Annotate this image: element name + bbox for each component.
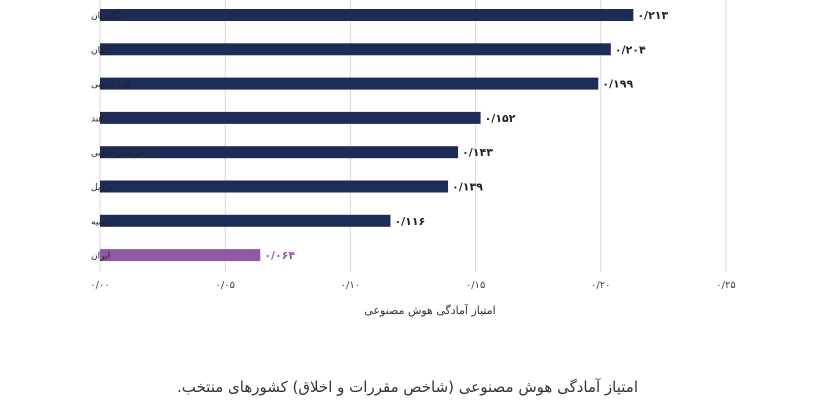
category-label: ایران xyxy=(91,252,110,262)
bar xyxy=(100,249,261,262)
category-label: آلمان xyxy=(91,44,111,56)
grid-lines xyxy=(99,0,727,272)
category-label: انگلستان xyxy=(91,10,124,22)
bar xyxy=(100,9,634,21)
bar xyxy=(100,111,481,124)
figure-caption: امتیاز آمادگی هوش مصنوعی (شاخص مقررات و … xyxy=(176,378,638,396)
value-label: ۰/۲۰۴ xyxy=(615,43,646,56)
x-tick-label: ۰/۱۰ xyxy=(341,280,360,291)
x-tick-label: ۰/۱۵ xyxy=(466,280,485,291)
value-label: ۰/۱۹۹ xyxy=(602,78,633,91)
x-tick-label: ۰/۰۰ xyxy=(90,280,109,291)
bar-chart: ۰/۰۰ ۰/۰۵ ۰/۱۰ ۰/۱۵ ۰/۲۰ ۰/۲۵ انگلستان ۰/۲۱۳ آلم… xyxy=(90,0,736,317)
x-tick-label: ۰/۲۰ xyxy=(591,280,610,291)
value-label: ۰/۱۴۳ xyxy=(462,146,493,159)
bar xyxy=(100,146,459,159)
value-label: ۰/۰۶۴ xyxy=(264,249,295,262)
category-label: برزیل xyxy=(91,183,112,193)
x-axis-title: امتیاز آمادگی هوش مصنوعی xyxy=(364,303,495,317)
bars xyxy=(100,9,634,262)
x-tick-label: ۰/۰۵ xyxy=(215,280,234,291)
labels: ۰/۰۰ ۰/۰۵ ۰/۱۰ ۰/۱۵ ۰/۲۰ ۰/۲۵ انگلستان ۰/۲۱۳ آلم… xyxy=(90,9,735,291)
bar xyxy=(100,214,391,227)
category-label: هند xyxy=(91,114,103,124)
category-label: کره جنوبی xyxy=(91,80,131,90)
bar xyxy=(100,180,449,193)
value-label: ۰/۱۵۲ xyxy=(485,112,516,125)
x-tick-label: ۰/۲۵ xyxy=(716,280,735,291)
category-label: روسیه xyxy=(91,217,115,227)
bar xyxy=(100,77,599,90)
value-label: ۰/۱۳۹ xyxy=(452,181,483,194)
value-label: ۰/۲۱۳ xyxy=(637,9,668,22)
category-label: آفریقای جنوبی xyxy=(91,147,146,159)
value-label: ۰/۱۱۶ xyxy=(394,215,425,228)
bar xyxy=(100,43,611,56)
